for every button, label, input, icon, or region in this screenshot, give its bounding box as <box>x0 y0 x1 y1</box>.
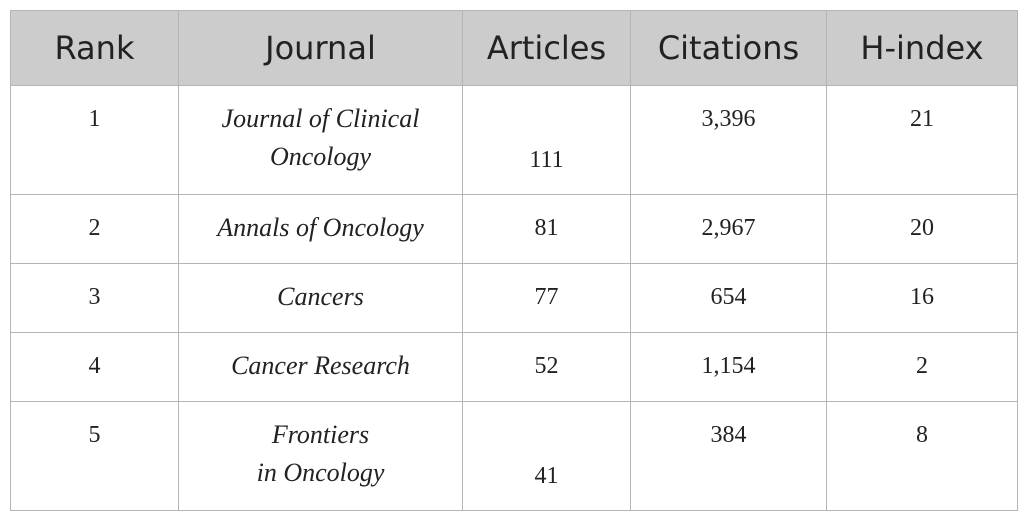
rank-cell: 2 <box>10 194 179 264</box>
header-articles: Articles <box>462 10 631 86</box>
header-journal: Journal <box>178 10 463 86</box>
journal-name-line: Oncology <box>269 142 372 171</box>
table-row: 4 Cancer Research 52 1,154 2 <box>10 332 1018 402</box>
journal-name-line: Annals of Oncology <box>217 213 424 242</box>
h-index-cell: 8 <box>826 401 1018 511</box>
rank-cell: 1 <box>10 85 179 195</box>
rank-cell: 5 <box>10 401 179 511</box>
articles-cell: 81 <box>462 194 631 264</box>
h-index-cell: 2 <box>826 332 1018 402</box>
journal-name-line: Cancers <box>277 282 364 311</box>
journal-name-line: Journal of Clinical <box>221 104 420 133</box>
rank-cell: 3 <box>10 263 179 333</box>
table-row: 5 Frontiers in Oncology 41 384 8 <box>10 401 1018 511</box>
articles-cell: 111 <box>462 85 631 195</box>
citations-cell: 1,154 <box>630 332 827 402</box>
h-index-cell: 16 <box>826 263 1018 333</box>
journal-cell: Cancer Research <box>178 332 463 402</box>
citations-cell: 2,967 <box>630 194 827 264</box>
journal-cell: Cancers <box>178 263 463 333</box>
header-rank: Rank <box>10 10 179 86</box>
header-citations: Citations <box>630 10 827 86</box>
citations-cell: 654 <box>630 263 827 333</box>
citations-cell: 3,396 <box>630 85 827 195</box>
table-row: 3 Cancers 77 654 16 <box>10 263 1018 333</box>
table-row: 1 Journal of Clinical Oncology 111 3,396… <box>10 85 1018 195</box>
h-index-cell: 21 <box>826 85 1018 195</box>
journal-name-line: Frontiers <box>271 420 370 449</box>
journal-ranking-table: Rank Journal Articles Citations H-index … <box>10 10 1018 511</box>
articles-cell: 77 <box>462 263 631 333</box>
journal-cell: Annals of Oncology <box>178 194 463 264</box>
articles-cell: 52 <box>462 332 631 402</box>
journal-name-line: Cancer Research <box>231 351 410 380</box>
table-row: 2 Annals of Oncology 81 2,967 20 <box>10 194 1018 264</box>
table-header-row: Rank Journal Articles Citations H-index <box>10 10 1018 86</box>
journal-name-line: in Oncology <box>256 458 385 487</box>
journal-cell: Journal of Clinical Oncology <box>178 85 463 195</box>
articles-cell: 41 <box>462 401 631 511</box>
header-h-index: H-index <box>826 10 1018 86</box>
rank-cell: 4 <box>10 332 179 402</box>
citations-cell: 384 <box>630 401 827 511</box>
h-index-cell: 20 <box>826 194 1018 264</box>
journal-cell: Frontiers in Oncology <box>178 401 463 511</box>
